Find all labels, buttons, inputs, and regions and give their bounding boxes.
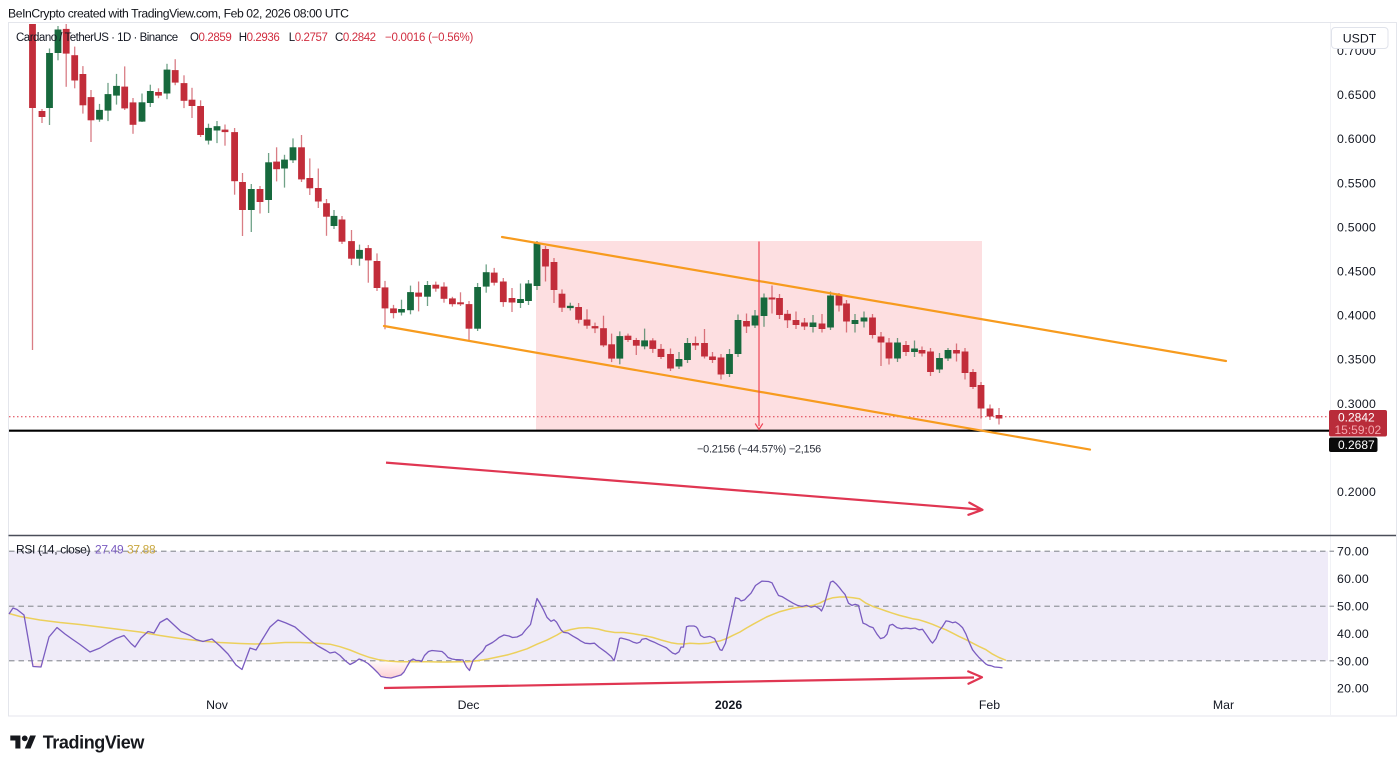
svg-text:60.00: 60.00 [1337, 572, 1369, 586]
svg-text:0.5500: 0.5500 [1337, 176, 1376, 190]
svg-text:27.49: 27.49 [95, 543, 124, 557]
svg-text:50.00: 50.00 [1337, 600, 1369, 614]
svg-text:0.6500: 0.6500 [1337, 88, 1376, 102]
svg-text:0.6000: 0.6000 [1337, 132, 1376, 146]
svg-text:0.2000: 0.2000 [1337, 485, 1376, 499]
svg-text:L0.2757: L0.2757 [289, 32, 328, 44]
svg-text:Cardano / TetherUS · 1D · Bina: Cardano / TetherUS · 1D · Binance [16, 32, 178, 44]
svg-text:Nov: Nov [206, 698, 229, 712]
svg-text:0.3000: 0.3000 [1337, 397, 1376, 411]
svg-text:−0.0016 (−0.56%): −0.0016 (−0.56%) [385, 32, 473, 44]
svg-text:H0.2936: H0.2936 [239, 32, 280, 44]
svg-text:Dec: Dec [458, 698, 480, 712]
svg-text:TradingView: TradingView [43, 733, 146, 753]
svg-text:0.4000: 0.4000 [1337, 309, 1376, 323]
svg-text:20.00: 20.00 [1337, 682, 1369, 696]
svg-text:30.00: 30.00 [1337, 654, 1369, 668]
svg-text:RSI (14, close): RSI (14, close) [16, 543, 90, 557]
svg-text:40.00: 40.00 [1337, 627, 1369, 641]
svg-text:C0.2842: C0.2842 [335, 32, 376, 44]
svg-text:O0.2859: O0.2859 [190, 32, 231, 44]
svg-text:37.88: 37.88 [127, 543, 156, 557]
svg-text:0.5000: 0.5000 [1337, 220, 1376, 234]
svg-text:0.3500: 0.3500 [1337, 353, 1376, 367]
svg-text:0.4500: 0.4500 [1337, 265, 1376, 279]
svg-text:0.2842: 0.2842 [1338, 411, 1375, 425]
svg-text:70.00: 70.00 [1337, 545, 1369, 559]
svg-text:Feb: Feb [979, 698, 1000, 712]
svg-text:2026: 2026 [715, 698, 743, 712]
svg-text:BeInCrypto created with Tradin: BeInCrypto created with TradingView.com,… [8, 7, 349, 21]
svg-text:USDT: USDT [1343, 32, 1377, 46]
svg-text:15:59:02: 15:59:02 [1335, 423, 1382, 437]
svg-text:−0.2156 (−44.57%) −2,156: −0.2156 (−44.57%) −2,156 [697, 444, 821, 456]
svg-text:Mar: Mar [1213, 698, 1234, 712]
svg-text:0.2687: 0.2687 [1338, 438, 1375, 452]
